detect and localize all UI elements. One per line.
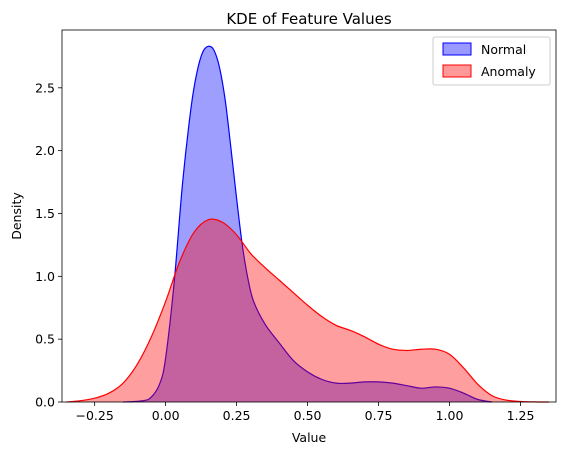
legend-swatch-anomaly: [442, 64, 472, 78]
y-tick-label: 0.5: [35, 332, 55, 347]
line-anomaly: [66, 218, 549, 403]
y-tick-label: 1.0: [35, 269, 55, 284]
x-tick-label: 0.75: [365, 408, 393, 423]
legend-label-anomaly: Anomaly: [481, 64, 536, 79]
y-tick-label: 2.5: [35, 80, 55, 95]
y-axis-ticks: 0.0 0.5 1.0 1.5 2.0 2.5: [35, 80, 62, 410]
x-tick-label: 1.25: [507, 408, 535, 423]
x-axis-label: Value: [292, 430, 327, 445]
legend-swatch-normal: [442, 42, 472, 56]
density-areas: [66, 45, 549, 403]
plot-frame: [61, 29, 557, 403]
area-normal: [123, 46, 493, 403]
x-tick-label: 0.50: [294, 408, 322, 423]
chart-title: KDE of Feature Values: [226, 10, 392, 28]
x-axis-ticks: −0.25 0.00 0.25 0.50 0.75 1.00 1.25: [75, 402, 534, 423]
line-normal: [123, 45, 493, 403]
x-tick-label: 1.00: [436, 408, 464, 423]
x-tick-label: 0.00: [152, 408, 180, 423]
y-tick-label: 1.5: [35, 206, 55, 221]
legend: Normal Anomaly: [432, 36, 551, 86]
y-tick-label: 2.0: [35, 143, 55, 158]
y-tick-label: 0.0: [35, 395, 55, 410]
x-tick-label: −0.25: [75, 408, 113, 423]
area-anomaly: [66, 219, 549, 402]
y-axis-label: Density: [9, 192, 24, 240]
x-tick-label: 0.25: [223, 408, 251, 423]
legend-label-normal: Normal: [481, 42, 526, 57]
